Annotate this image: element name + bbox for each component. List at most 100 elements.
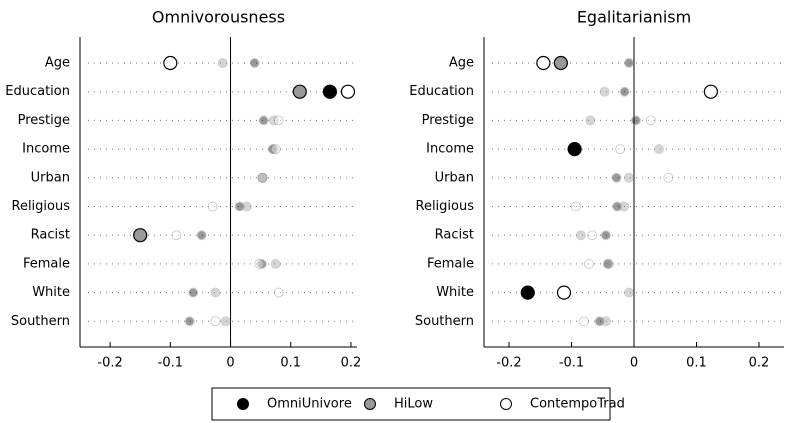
faded-dot <box>217 58 228 68</box>
category-label: Female <box>23 256 70 271</box>
faded-dot <box>619 86 630 97</box>
category-label: Female <box>427 256 474 271</box>
faded-dot <box>184 316 195 327</box>
faded-dot <box>585 115 596 126</box>
category-label: White <box>436 285 474 300</box>
faded-dot <box>579 316 589 327</box>
legend-label: HiLow <box>394 397 433 412</box>
faded-dot <box>575 230 586 241</box>
faded-dot <box>612 201 623 212</box>
faded-dot <box>270 144 281 155</box>
x-tick-label: -0.1 <box>559 356 584 371</box>
category-label: Southern <box>415 314 474 329</box>
faded-dot <box>624 172 634 183</box>
faded-dot <box>188 287 199 298</box>
category-label: Prestige <box>18 113 70 128</box>
category-label: Income <box>22 142 70 157</box>
legend-label: OmniUnivore <box>267 397 352 412</box>
dot <box>553 55 568 71</box>
legend-marker <box>500 398 512 410</box>
chart-title: Egalitarianism <box>577 8 691 27</box>
faded-dot <box>257 172 268 183</box>
faded-dot <box>600 230 611 241</box>
dot <box>292 84 307 99</box>
dot <box>520 285 535 300</box>
faded-dot <box>210 316 221 327</box>
faded-dot <box>273 115 284 126</box>
faded-dot <box>268 144 279 155</box>
faded-dot <box>645 115 656 126</box>
x-tick-label: 0.2 <box>749 356 770 371</box>
category-label: Education <box>409 84 474 99</box>
faded-dot <box>171 230 182 241</box>
faded-dot <box>587 230 598 241</box>
faded-dot <box>256 258 267 269</box>
dot <box>133 228 148 243</box>
chart-title: Omnivorousness <box>152 8 285 27</box>
faded-dot <box>615 144 626 155</box>
faded-dot <box>611 172 622 183</box>
faded-dot <box>220 316 231 327</box>
faded-dot <box>624 58 634 68</box>
faded-dot <box>594 316 605 327</box>
dot <box>163 55 178 71</box>
legend-label: ContempoTrad <box>530 397 625 412</box>
x-tick-label: 0.1 <box>280 356 301 371</box>
faded-dot <box>619 201 629 212</box>
faded-dot <box>624 287 634 298</box>
faded-dot <box>654 144 664 155</box>
faded-dot <box>267 144 278 155</box>
faded-dot <box>196 230 207 241</box>
x-tick-label: 0.1 <box>686 356 707 371</box>
category-label: Education <box>5 84 70 99</box>
faded-dot <box>270 258 281 269</box>
faded-dot <box>241 201 252 212</box>
faded-dot <box>249 58 260 68</box>
dot <box>322 84 338 99</box>
category-label: Racist <box>31 228 70 243</box>
faded-dot <box>599 86 610 97</box>
x-tick-label: 0 <box>226 356 234 371</box>
category-label: Racist <box>435 228 474 243</box>
faded-dot <box>663 172 674 183</box>
faded-dot <box>268 115 279 126</box>
category-label: Urban <box>31 170 70 185</box>
category-label: Age <box>45 56 70 71</box>
x-tick-label: 0 <box>630 356 638 371</box>
x-tick-label: 0.2 <box>341 356 362 371</box>
faded-dot <box>258 115 269 126</box>
x-tick-label: -0.2 <box>97 356 122 371</box>
faded-dot <box>207 201 218 212</box>
dot <box>567 142 582 157</box>
faded-dot <box>234 201 245 212</box>
category-label: Religious <box>12 199 71 214</box>
dot <box>556 285 572 300</box>
category-label: Income <box>426 142 474 157</box>
dot <box>536 55 551 71</box>
faded-dot <box>254 258 265 269</box>
x-tick-label: -0.1 <box>158 356 183 371</box>
category-label: Urban <box>435 170 474 185</box>
faded-dot <box>602 258 613 269</box>
category-label: Religious <box>416 199 475 214</box>
legend-box <box>211 387 611 421</box>
dot <box>340 84 356 99</box>
faded-dot <box>584 258 594 269</box>
dot <box>703 84 718 99</box>
faded-dot <box>257 172 268 183</box>
faded-dot <box>257 172 268 183</box>
category-label: White <box>32 285 70 300</box>
x-tick-label: -0.2 <box>496 356 521 371</box>
faded-dot <box>630 115 641 126</box>
category-label: Southern <box>11 314 70 329</box>
category-label: Prestige <box>422 113 474 128</box>
faded-dot <box>570 201 581 212</box>
legend-marker <box>364 398 376 410</box>
category-label: Age <box>449 56 474 71</box>
faded-dot <box>600 316 611 327</box>
faded-dot <box>210 287 221 298</box>
legend-marker <box>237 398 249 410</box>
faded-dot <box>273 287 284 298</box>
faded-dot <box>604 258 614 269</box>
